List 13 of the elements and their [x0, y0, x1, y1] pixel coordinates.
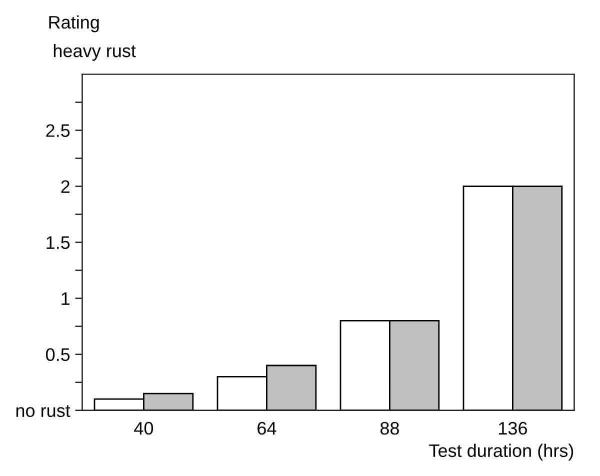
x-axis-title: Test duration (hrs) — [429, 444, 574, 461]
y-tick-label: 1.5 — [46, 236, 70, 250]
text: heavy rust — [54, 44, 136, 61]
y-tick-label: 2.5 — [46, 124, 70, 137]
y-tick-label: no rust — [16, 405, 70, 418]
x-tick-label: 40 — [134, 422, 154, 435]
y-tick-label: 1 — [62, 292, 70, 305]
y-axis-title: Rating — [49, 15, 99, 32]
x-tick-label: 136 — [499, 422, 527, 435]
y-tick-label: 2 — [61, 180, 70, 193]
x-tick-label: 88 — [380, 422, 399, 435]
x-tick-label: 64 — [258, 422, 276, 435]
y-tick-label: 0.5 — [46, 348, 70, 362]
